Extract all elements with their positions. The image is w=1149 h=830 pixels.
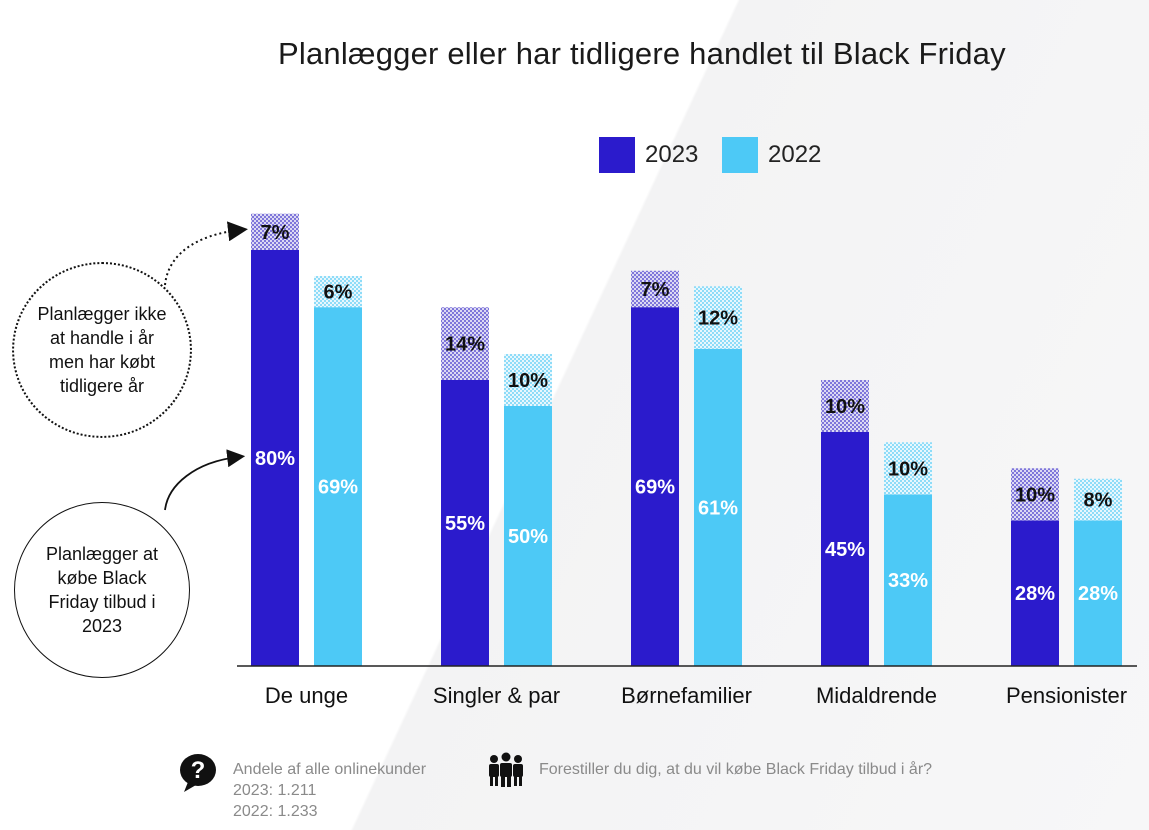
bar-2023-main-0 (251, 250, 299, 666)
sample-2022: 2022: 1.233 (233, 803, 318, 820)
question-text: Forestiller du dig, at du vil købe Black… (539, 761, 933, 778)
bars-group: 80% 7% 69% 6% 55% 14% 50% 10% 69% 7% 61% 12% 45% 10% 3… (251, 213, 1122, 666)
data-label-2022-main-2: 61% (698, 497, 738, 519)
category-label-0: De unge (265, 683, 348, 708)
bar-2022-extra-4 (1074, 478, 1122, 521)
bar-2022-main-2 (694, 348, 742, 666)
bar-2023-extra-4 (1011, 468, 1059, 521)
question-bubble-icon: ? (180, 754, 216, 792)
legend-swatch-2022 (722, 137, 758, 173)
data-label-2022-main-4: 28% (1078, 583, 1118, 605)
legend-item-2022: 2022 (722, 137, 821, 173)
category-label-3: Midaldrende (816, 683, 937, 708)
chart-title: Planlægger eller har tidligere handlet t… (278, 36, 1006, 71)
data-label-2022-main-1: 50% (508, 526, 548, 548)
data-label-2022-extra-2: 12% (698, 308, 738, 330)
data-label-2023-main-2: 69% (635, 477, 675, 499)
arrow-dotted-connector (164, 221, 248, 286)
data-label-2023-extra-3: 10% (825, 396, 865, 418)
bar-2022-extra-1 (504, 354, 552, 406)
bar-2022-main-1 (504, 406, 552, 666)
category-label-1: Singler & par (433, 683, 560, 708)
bar-2023-extra-3 (821, 380, 869, 432)
category-label-4: Pensionister (1006, 683, 1127, 708)
svg-text:?: ? (191, 757, 206, 784)
data-label-2023-main-4: 28% (1015, 583, 1055, 605)
callout-planning: Planlægger at købe Black Friday tilbud i… (14, 502, 190, 678)
callout-planning-text: Planlægger at købe Black Friday tilbud i… (45, 544, 159, 636)
data-label-2023-extra-4: 10% (1015, 484, 1055, 506)
bar-2023-extra-2 (631, 270, 679, 308)
bar-2022-main-3 (884, 494, 932, 666)
data-label-2022-main-0: 69% (318, 477, 358, 499)
legend-item-2023: 2023 (599, 137, 698, 173)
bar-2023-extra-1 (441, 307, 489, 380)
sample-2023: 2023: 1.211 (233, 782, 317, 799)
bar-2023-main-2 (631, 307, 679, 666)
category-labels: De unge Singler & par Børnefamilier Midaldr… (265, 683, 1127, 708)
bar-2023-extra-0 (251, 213, 299, 250)
bar-2023-main-3 (821, 432, 869, 666)
data-label-2022-main-3: 33% (888, 570, 928, 592)
callout-not-planning: Planlægger ikke at handle i år men har k… (12, 262, 192, 438)
data-label-2022-extra-3: 10% (888, 458, 928, 480)
arrow-solid-connector (164, 449, 246, 511)
sample-title: Andele af alle onlinekunder (233, 761, 427, 778)
data-label-2022-extra-1: 10% (508, 370, 548, 392)
bar-2022-main-4 (1074, 520, 1122, 666)
data-label-2023-extra-2: 7% (641, 279, 670, 301)
data-label-2023-extra-1: 14% (445, 334, 485, 356)
callout-not-planning-text: Planlægger ikke at handle i år men har k… (37, 304, 167, 396)
bar-2022-main-0 (314, 307, 362, 666)
bar-2023-main-4 (1011, 520, 1059, 666)
bar-2022-extra-3 (884, 442, 932, 495)
data-label-2022-extra-0: 6% (324, 282, 353, 304)
legend-label-2023: 2023 (645, 141, 699, 168)
data-label-2023-main-3: 45% (825, 539, 865, 561)
bar-2022-extra-0 (314, 276, 362, 308)
data-label-2023-main-1: 55% (445, 513, 485, 535)
people-icon (489, 752, 523, 787)
legend-label-2022: 2022 (768, 141, 822, 168)
legend-swatch-2023 (599, 137, 635, 173)
category-label-2: Børnefamilier (621, 683, 752, 708)
bar-2023-main-1 (441, 380, 489, 666)
data-label-2023-main-0: 80% (255, 448, 295, 470)
data-label-2022-extra-4: 8% (1084, 490, 1113, 512)
bar-2022-extra-2 (694, 286, 742, 349)
data-label-2023-extra-0: 7% (261, 222, 290, 244)
